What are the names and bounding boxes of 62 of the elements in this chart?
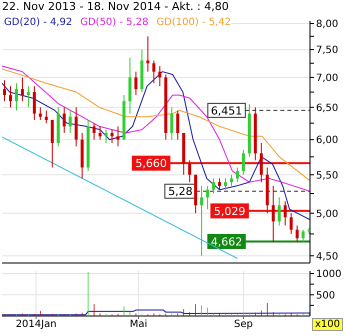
candlestick bbox=[104, 129, 108, 144]
candlestick bbox=[32, 86, 36, 120]
candlestick bbox=[302, 229, 305, 242]
candlestick bbox=[62, 106, 66, 134]
candlestick bbox=[236, 166, 239, 183]
candlestick bbox=[116, 126, 120, 147]
candlestick bbox=[272, 185, 275, 244]
ref-line-label: 5,28 bbox=[168, 185, 193, 198]
candlestick bbox=[38, 106, 42, 120]
candlestick bbox=[20, 76, 24, 102]
y-tick-label: 6,50 bbox=[316, 102, 338, 114]
y-tick-label: 7,00 bbox=[316, 72, 338, 84]
candlestick bbox=[218, 178, 222, 190]
candlestick bbox=[152, 60, 156, 84]
ref-line-label: 4,662 bbox=[210, 235, 242, 248]
candlestick bbox=[74, 106, 78, 147]
candlestick bbox=[230, 174, 233, 186]
y-tick-label: 500 bbox=[316, 290, 336, 302]
candlestick bbox=[26, 86, 30, 108]
candlestick bbox=[242, 149, 245, 176]
candlestick bbox=[188, 160, 192, 183]
y-tick-label: 5,50 bbox=[316, 170, 338, 182]
candlestick bbox=[206, 185, 210, 210]
candlestick bbox=[98, 126, 102, 140]
candlestick bbox=[128, 57, 132, 114]
candlestick bbox=[284, 200, 287, 226]
candlestick bbox=[8, 86, 12, 108]
candlestick bbox=[224, 178, 227, 190]
candlestick bbox=[44, 110, 48, 124]
candlestick bbox=[110, 129, 114, 144]
y-tick-label: 4,50 bbox=[316, 251, 338, 262]
y-tick-label: 8,00 bbox=[316, 19, 338, 30]
candlestick bbox=[200, 185, 204, 256]
candlestick bbox=[134, 71, 138, 96]
line-series bbox=[2, 71, 310, 220]
candlestick bbox=[260, 142, 263, 183]
ref-line-label: 5,660 bbox=[135, 157, 167, 170]
candlestick bbox=[290, 212, 293, 234]
x-tick-label: 2014Jan bbox=[16, 319, 57, 330]
candlestick bbox=[92, 122, 96, 140]
y-tick-label: 7,50 bbox=[316, 45, 338, 56]
candlestick bbox=[176, 110, 180, 140]
candlestick bbox=[278, 196, 281, 226]
candlestick bbox=[170, 106, 174, 140]
chart-title: 22. Nov 2013 - 18. Nov 2014 - Akt. : 4,80 bbox=[1, 0, 230, 14]
legend: GD(20) - 4,92 GD(50) - 5,28 GD(100) - 5,42 bbox=[4, 17, 232, 28]
y-tick-label: 1000 bbox=[316, 269, 342, 280]
x-tick-label: Mai bbox=[130, 319, 148, 330]
x-tick-label: Sep bbox=[234, 319, 253, 330]
candlestick bbox=[296, 225, 299, 244]
candlestick bbox=[3, 80, 6, 102]
ref-line-label: 5,029 bbox=[214, 204, 246, 218]
ref-line-label: 6,451 bbox=[210, 104, 242, 118]
y-tick-label: 5,00 bbox=[316, 208, 338, 220]
candlestick bbox=[158, 66, 162, 87]
note: x100 bbox=[312, 318, 343, 331]
candlestick bbox=[146, 36, 150, 72]
candlestick bbox=[68, 110, 72, 134]
candlestick bbox=[14, 82, 18, 111]
candlestick bbox=[212, 178, 216, 194]
y-tick-label: 6,00 bbox=[316, 135, 338, 146]
candlestick bbox=[50, 119, 54, 168]
